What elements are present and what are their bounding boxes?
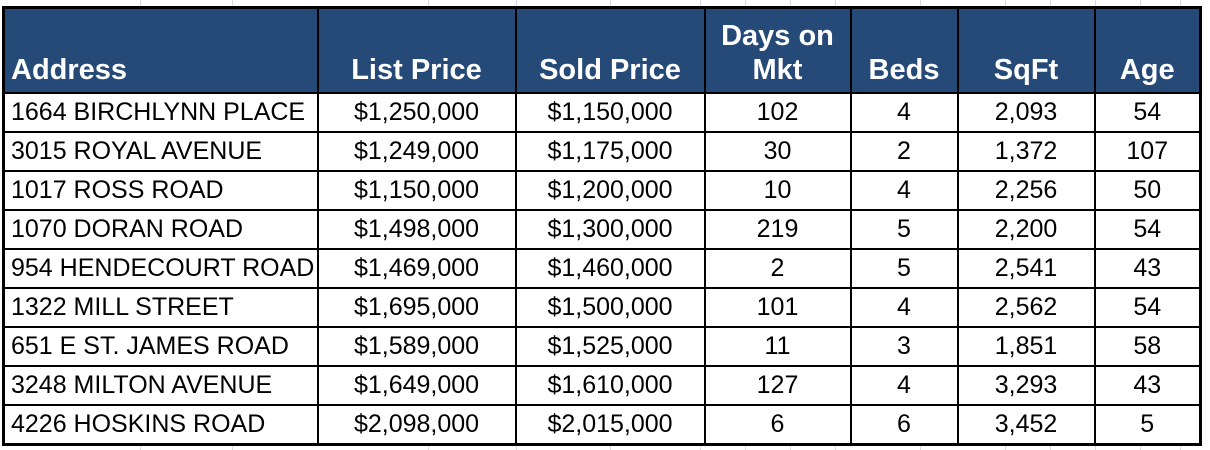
table-row: 1017 ROSS ROAD $1,150,000 $1,200,000 10 4 2,2… [2, 170, 1202, 211]
cell-age[interactable]: 107 [1093, 131, 1202, 172]
cell-sold_price[interactable]: $1,175,000 [514, 131, 706, 172]
cell-list_price[interactable]: $1,498,000 [316, 209, 517, 250]
table-row: 3248 MILTON AVENUE $1,649,000 $1,610,000 12… [2, 365, 1202, 406]
cell-list_price[interactable]: $1,649,000 [316, 365, 517, 406]
cell-sqft[interactable]: 2,093 [956, 92, 1096, 133]
cell-beds[interactable]: 3 [849, 326, 959, 367]
cell-age[interactable]: 54 [1093, 209, 1202, 250]
cell-list_price[interactable]: $1,249,000 [316, 131, 517, 172]
cell-beds[interactable]: 2 [849, 131, 959, 172]
cell-beds[interactable]: 4 [849, 287, 959, 328]
cell-list_price[interactable]: $1,250,000 [316, 92, 517, 133]
sold-listings-table: Address List Price Sold Price Days on Mkt Be… [2, 6, 1202, 446]
cell-age[interactable]: 58 [1093, 326, 1202, 367]
cell-sqft[interactable]: 2,200 [956, 209, 1096, 250]
cell-sqft[interactable]: 3,293 [956, 365, 1096, 406]
table-row: 954 HENDECOURT ROAD $1,469,000 $1,460,000 2… [2, 248, 1202, 289]
cell-address[interactable]: 3015 ROYAL AVENUE [2, 131, 319, 172]
cell-sold_price[interactable]: $1,525,000 [514, 326, 706, 367]
table-header: Address List Price Sold Price Days on Mkt Be… [2, 6, 1202, 94]
cell-sold_price[interactable]: $1,150,000 [514, 92, 706, 133]
column-header-address[interactable]: Address [2, 6, 319, 94]
cell-beds[interactable]: 4 [849, 170, 959, 211]
cell-days_on_mkt[interactable]: 6 [703, 404, 852, 446]
cell-address[interactable]: 4226 HOSKINS ROAD [2, 404, 319, 446]
cell-address[interactable]: 954 HENDECOURT ROAD [2, 248, 319, 289]
cell-sqft[interactable]: 2,562 [956, 287, 1096, 328]
table-header-row: Address List Price Sold Price Days on Mkt Be… [2, 6, 1202, 94]
cell-beds[interactable]: 5 [849, 209, 959, 250]
cell-list_price[interactable]: $1,695,000 [316, 287, 517, 328]
table-row: 1322 MILL STREET $1,695,000 $1,500,000 101 4… [2, 287, 1202, 328]
column-header-list_price[interactable]: List Price [316, 6, 517, 94]
cell-sqft[interactable]: 2,541 [956, 248, 1096, 289]
cell-beds[interactable]: 5 [849, 248, 959, 289]
column-header-beds[interactable]: Beds [849, 6, 959, 94]
cell-sqft[interactable]: 3,452 [956, 404, 1096, 446]
cell-sold_price[interactable]: $1,610,000 [514, 365, 706, 406]
column-header-sqft[interactable]: SqFt [956, 6, 1096, 94]
cell-sqft[interactable]: 1,851 [956, 326, 1096, 367]
cell-sold_price[interactable]: $1,460,000 [514, 248, 706, 289]
cell-beds[interactable]: 6 [849, 404, 959, 446]
cell-days_on_mkt[interactable]: 101 [703, 287, 852, 328]
table-row: 651 E ST. JAMES ROAD $1,589,000 $1,525,000… [2, 326, 1202, 367]
table-body: 1664 BIRCHLYNN PLACE $1,250,000 $1,150,000… [2, 92, 1202, 446]
cell-days_on_mkt[interactable]: 219 [703, 209, 852, 250]
cell-age[interactable]: 54 [1093, 92, 1202, 133]
table-row: 4226 HOSKINS ROAD $2,098,000 $2,015,000 6 6 3… [2, 404, 1202, 446]
cell-list_price[interactable]: $1,150,000 [316, 170, 517, 211]
cell-days_on_mkt[interactable]: 102 [703, 92, 852, 133]
cell-age[interactable]: 50 [1093, 170, 1202, 211]
table-row: 1664 BIRCHLYNN PLACE $1,250,000 $1,150,000… [2, 92, 1202, 133]
cell-sqft[interactable]: 1,372 [956, 131, 1096, 172]
table-row: 3015 ROYAL AVENUE $1,249,000 $1,175,000 30 2… [2, 131, 1202, 172]
column-header-age[interactable]: Age [1093, 6, 1202, 94]
cell-address[interactable]: 1017 ROSS ROAD [2, 170, 319, 211]
cell-sqft[interactable]: 2,256 [956, 170, 1096, 211]
cell-list_price[interactable]: $1,469,000 [316, 248, 517, 289]
cell-beds[interactable]: 4 [849, 92, 959, 133]
column-header-days_on_mkt[interactable]: Days on Mkt [703, 6, 852, 94]
cell-days_on_mkt[interactable]: 2 [703, 248, 852, 289]
cell-age[interactable]: 43 [1093, 365, 1202, 406]
cell-address[interactable]: 1322 MILL STREET [2, 287, 319, 328]
cell-sold_price[interactable]: $1,300,000 [514, 209, 706, 250]
cell-list_price[interactable]: $1,589,000 [316, 326, 517, 367]
cell-sold_price[interactable]: $1,200,000 [514, 170, 706, 211]
cell-days_on_mkt[interactable]: 30 [703, 131, 852, 172]
cell-age[interactable]: 54 [1093, 287, 1202, 328]
cell-address[interactable]: 3248 MILTON AVENUE [2, 365, 319, 406]
cell-sold_price[interactable]: $2,015,000 [514, 404, 706, 446]
cell-beds[interactable]: 4 [849, 365, 959, 406]
cell-sold_price[interactable]: $1,500,000 [514, 287, 706, 328]
table-row: 1070 DORAN ROAD $1,498,000 $1,300,000 219 5 2… [2, 209, 1202, 250]
cell-days_on_mkt[interactable]: 11 [703, 326, 852, 367]
cell-age[interactable]: 5 [1093, 404, 1202, 446]
column-header-sold_price[interactable]: Sold Price [514, 6, 706, 94]
cell-age[interactable]: 43 [1093, 248, 1202, 289]
cell-days_on_mkt[interactable]: 10 [703, 170, 852, 211]
cell-days_on_mkt[interactable]: 127 [703, 365, 852, 406]
cell-list_price[interactable]: $2,098,000 [316, 404, 517, 446]
cell-address[interactable]: 1070 DORAN ROAD [2, 209, 319, 250]
cell-address[interactable]: 651 E ST. JAMES ROAD [2, 326, 319, 367]
cell-address[interactable]: 1664 BIRCHLYNN PLACE [2, 92, 319, 133]
